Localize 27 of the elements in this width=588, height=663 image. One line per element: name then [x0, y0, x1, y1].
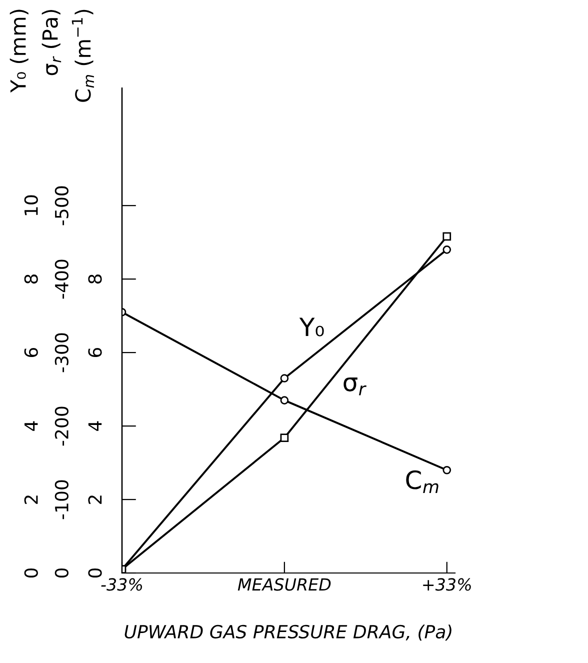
y2-axis-title: σ$_{r}$ (Pa) — [42, 10, 62, 76]
x-tick-label: +33% — [423, 578, 471, 591]
y-tick-label: 4 — [24, 421, 38, 431]
y-tick-label: 0 — [24, 568, 38, 578]
y2-tick-label: 0 — [54, 568, 68, 578]
y3-tick-label: 4 — [88, 421, 102, 431]
y-tick-label: 8 — [24, 274, 38, 284]
y2-tick-label: -400 — [54, 260, 68, 299]
y3-tick-label: 0 — [88, 568, 102, 578]
y2-tick-label: -200 — [54, 406, 68, 446]
y3-tick-label: 6 — [88, 348, 102, 358]
x-tick-label: -33% — [101, 578, 142, 591]
series-label: C$_{m}$ — [406, 470, 438, 494]
y3-tick-label: 8 — [88, 274, 102, 284]
y3-tick-label: 2 — [88, 496, 102, 504]
y-tick-label: 6 — [24, 348, 38, 358]
series-label: σ$_{r}$ — [344, 377, 366, 396]
x-tick-label: MEASURED — [238, 578, 331, 591]
y2-tick-label: -100 — [54, 480, 68, 520]
y-tick-label: 2 — [24, 496, 38, 504]
y2-tick-label: -500 — [54, 186, 68, 226]
x-axis-title: UPWARD GAS PRESSURE DRAG, (Pa) — [124, 624, 452, 641]
y-tick-label: 10 — [24, 195, 38, 216]
y-axis-title: Y₀ (mm) — [10, 10, 28, 93]
series-label: Y₀ — [299, 318, 324, 336]
y3-axis-title: C$_{m}$ (m$^{−1}$) — [72, 10, 94, 102]
y2-tick-label: -300 — [54, 333, 68, 372]
